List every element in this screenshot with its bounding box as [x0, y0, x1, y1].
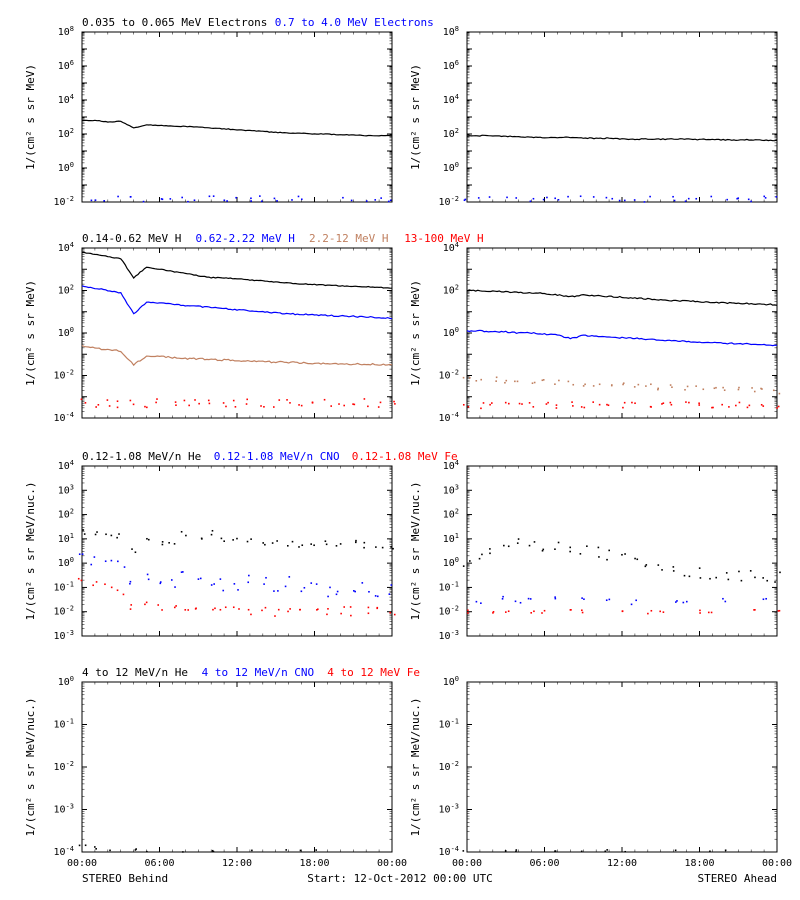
svg-text:00:00: 00:00 [452, 858, 482, 869]
chart-grid: 0.035 to 0.065 MeV Electrons 0.7 to 4.0 M… [0, 0, 800, 900]
svg-text:102: 102 [443, 127, 459, 140]
svg-text:1/(cm² s sr MeV): 1/(cm² s sr MeV) [24, 280, 37, 386]
svg-text:10-1: 10-1 [54, 718, 74, 731]
svg-text:10-1: 10-1 [439, 580, 459, 593]
panel-3-1: 10-4 10-3 10-2 10-1 100 00:00 06:00 12:00 18:00 0… [409, 675, 792, 869]
svg-text:102: 102 [443, 284, 459, 297]
svg-text:100: 100 [58, 161, 74, 174]
svg-text:104: 104 [58, 241, 74, 254]
svg-text:1/(cm² s sr MeV): 1/(cm² s sr MeV) [409, 280, 422, 386]
panel-3-0: 10-4 10-3 10-2 10-1 100 00:00 06:00 12:00 18:00 0… [24, 675, 407, 869]
panel-2-0: 10-3 10-2 10-1 100 101 102 103 104 1/(cm² s sr M… [24, 459, 396, 642]
svg-text:106: 106 [58, 59, 74, 72]
svg-text:10-2: 10-2 [439, 760, 459, 773]
svg-text:06:00: 06:00 [144, 858, 174, 869]
footer-left: STEREO Behind [82, 872, 168, 885]
svg-text:1/(cm² s sr MeV): 1/(cm² s sr MeV) [409, 64, 422, 170]
svg-text:106: 106 [443, 59, 459, 72]
svg-text:12:00: 12:00 [222, 858, 252, 869]
svg-text:104: 104 [443, 459, 459, 472]
svg-text:100: 100 [443, 556, 459, 569]
svg-text:18:00: 18:00 [299, 858, 329, 869]
svg-text:10-3: 10-3 [54, 803, 74, 816]
svg-text:10-3: 10-3 [439, 629, 459, 642]
panel-1-0: 10-4 10-2 100 102 104 1/(cm² s sr MeV) [24, 241, 396, 424]
svg-text:101: 101 [58, 532, 74, 545]
svg-text:1/(cm² s sr MeV/nuc.): 1/(cm² s sr MeV/nuc.) [24, 697, 37, 836]
svg-text:104: 104 [443, 93, 459, 106]
series-label: 4 to 12 MeV/n CNO [202, 666, 315, 679]
series-label: 0.14-0.62 MeV H [82, 232, 181, 245]
svg-text:100: 100 [58, 556, 74, 569]
footer-right: STEREO Ahead [698, 872, 777, 885]
panel-0-0: 10-2 100 102 104 106 108 1/(cm² s sr MeV) [24, 25, 392, 208]
svg-text:1/(cm² s sr MeV): 1/(cm² s sr MeV) [24, 64, 37, 170]
svg-text:104: 104 [58, 459, 74, 472]
series-label: 2.2-12 MeV H [309, 232, 388, 245]
svg-text:10-4: 10-4 [439, 845, 459, 858]
svg-text:101: 101 [443, 532, 459, 545]
svg-text:102: 102 [58, 127, 74, 140]
svg-text:00:00: 00:00 [762, 858, 792, 869]
series-label: 4 to 12 MeV Fe [327, 666, 420, 679]
svg-text:12:00: 12:00 [607, 858, 637, 869]
svg-text:10-2: 10-2 [54, 369, 74, 382]
svg-text:108: 108 [443, 25, 459, 38]
svg-text:102: 102 [443, 508, 459, 521]
svg-text:100: 100 [58, 326, 74, 339]
svg-text:10-1: 10-1 [54, 580, 74, 593]
series-label: 4 to 12 MeV/n He [82, 666, 188, 679]
svg-text:100: 100 [443, 326, 459, 339]
svg-text:10-3: 10-3 [54, 629, 74, 642]
svg-text:10-2: 10-2 [439, 195, 459, 208]
panel-2-1: 10-3 10-2 10-1 100 101 102 103 104 1/(cm² s sr M… [409, 459, 781, 642]
svg-text:00:00: 00:00 [377, 858, 407, 869]
svg-text:10-2: 10-2 [439, 369, 459, 382]
svg-text:108: 108 [58, 25, 74, 38]
svg-text:104: 104 [443, 241, 459, 254]
svg-text:10-4: 10-4 [54, 845, 74, 858]
svg-text:103: 103 [58, 483, 74, 496]
svg-text:1/(cm² s sr MeV/nuc.): 1/(cm² s sr MeV/nuc.) [409, 481, 422, 620]
svg-text:10-4: 10-4 [54, 411, 74, 424]
svg-text:00:00: 00:00 [67, 858, 97, 869]
series-label: 0.12-1.08 MeV/n CNO [214, 450, 340, 463]
svg-text:102: 102 [58, 284, 74, 297]
svg-text:10-2: 10-2 [54, 605, 74, 618]
svg-text:100: 100 [443, 675, 459, 688]
svg-text:10-4: 10-4 [439, 411, 459, 424]
series-label: 0.12-1.08 MeV/n He [82, 450, 201, 463]
svg-text:1/(cm² s sr MeV/nuc.): 1/(cm² s sr MeV/nuc.) [409, 697, 422, 836]
footer-center: Start: 12-Oct-2012 00:00 UTC [307, 872, 492, 885]
svg-text:100: 100 [443, 161, 459, 174]
svg-text:104: 104 [58, 93, 74, 106]
panel-1-1: 10-4 10-2 100 102 104 1/(cm² s sr MeV) [409, 241, 780, 424]
series-label: 0.62-2.22 MeV H [196, 232, 295, 245]
svg-text:18:00: 18:00 [684, 858, 714, 869]
svg-text:10-2: 10-2 [439, 605, 459, 618]
svg-text:10-1: 10-1 [439, 718, 459, 731]
svg-text:103: 103 [443, 483, 459, 496]
series-label: 0.035 to 0.065 MeV Electrons [82, 16, 267, 29]
svg-text:102: 102 [58, 508, 74, 521]
panel-0-1: 10-2 100 102 104 106 108 1/(cm² s sr MeV) [409, 25, 777, 208]
svg-text:10-2: 10-2 [54, 195, 74, 208]
series-label: 0.7 to 4.0 MeV Electrons [275, 16, 434, 29]
svg-text:10-2: 10-2 [54, 760, 74, 773]
svg-text:10-3: 10-3 [439, 803, 459, 816]
svg-text:06:00: 06:00 [529, 858, 559, 869]
svg-text:1/(cm² s sr MeV/nuc.): 1/(cm² s sr MeV/nuc.) [24, 481, 37, 620]
svg-text:100: 100 [58, 675, 74, 688]
